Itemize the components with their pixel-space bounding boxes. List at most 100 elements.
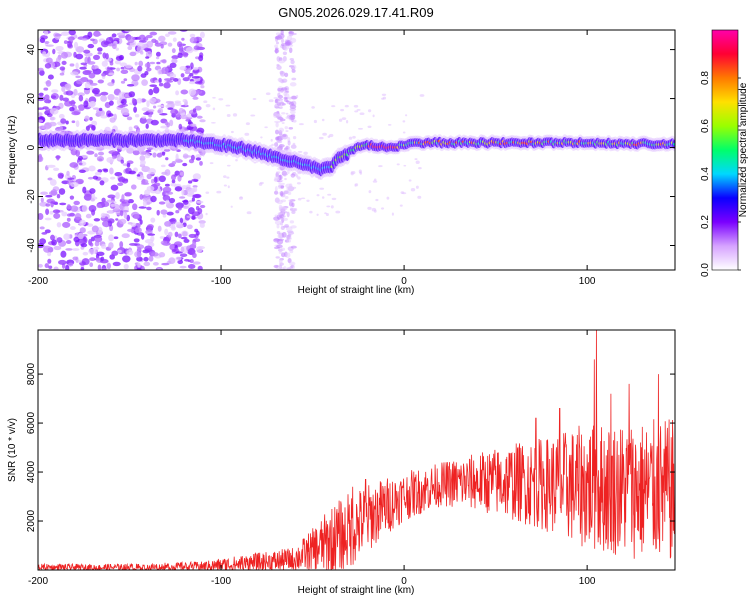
heatmap-faint-blob xyxy=(238,196,244,200)
heatmap-noise-blob xyxy=(146,100,150,108)
heatmap-faint-blob xyxy=(380,207,385,210)
heatmap-noise-blob xyxy=(65,90,74,96)
heatmap-noise-blob xyxy=(168,257,176,264)
heatmap-noise-blob xyxy=(195,246,203,253)
heatmap-noise-blob xyxy=(141,107,150,112)
heatmap-faint-blob xyxy=(373,209,377,213)
heatmap-noise-blob xyxy=(126,249,134,256)
heatmap-faint-blob xyxy=(296,94,299,98)
heatmap-noise-blob xyxy=(90,236,96,242)
heatmap-noise-blob xyxy=(114,172,123,177)
heatmap-faint-blob xyxy=(419,94,425,97)
heatmap-noise-blob xyxy=(80,62,88,66)
heatmap-noise-blob xyxy=(146,40,154,48)
heatmap-faint-blob xyxy=(270,138,273,142)
heatmap-faint-blob xyxy=(202,153,205,157)
heatmap-noise-blob xyxy=(135,127,141,135)
heatmap-noise-blob xyxy=(94,241,100,247)
heatmap-noise-blob xyxy=(146,206,152,211)
heatmap-noise-blob xyxy=(139,117,147,124)
heatmap-noise-blob xyxy=(140,73,147,78)
heatmap-noise-blob xyxy=(287,231,295,235)
heatmap-noise-blob xyxy=(290,95,298,100)
heatmap-noise-blob xyxy=(146,173,152,180)
heatmap-noise-blob xyxy=(288,127,294,130)
heatmap-faint-blob xyxy=(321,118,325,122)
heatmap-noise-blob xyxy=(82,251,89,256)
heatmap-noise-blob xyxy=(187,188,195,196)
heatmap-faint-blob xyxy=(226,164,231,167)
heatmap-noise-blob xyxy=(179,172,185,176)
heatmap-noise-blob xyxy=(159,236,165,239)
heatmap-noise-blob xyxy=(79,162,83,166)
heatmap-noise-blob xyxy=(150,235,155,242)
heatmap-noise-blob xyxy=(41,232,48,235)
heatmap-faint-blob xyxy=(209,162,214,165)
heatmap-noise-blob xyxy=(67,177,75,181)
heatmap-noise-blob xyxy=(117,105,126,108)
heatmap-noise-blob xyxy=(150,178,155,184)
heatmap-noise-blob xyxy=(69,195,75,200)
heatmap-noise-blob xyxy=(280,185,285,189)
heatmap-noise-blob xyxy=(178,233,182,239)
heatmap-noise-blob xyxy=(192,96,199,100)
heatmap-noise-blob xyxy=(146,224,154,230)
heatmap-noise-blob xyxy=(60,118,67,124)
heatmap-noise-blob xyxy=(291,32,297,36)
heatmap-noise-blob xyxy=(38,107,45,111)
heatmap-noise-blob xyxy=(129,51,137,57)
heatmap-noise-blob xyxy=(148,168,156,175)
heatmap-faint-blob xyxy=(282,149,286,153)
heatmap-faint-blob xyxy=(296,182,301,185)
heatmap-noise-blob xyxy=(174,221,182,226)
heatmap-noise-blob xyxy=(291,77,297,81)
heatmap-noise-blob xyxy=(157,267,162,270)
heatmap-noise-blob xyxy=(191,197,196,202)
heatmap-noise-blob xyxy=(119,62,128,67)
heatmap-noise-blob xyxy=(149,84,157,88)
heatmap-noise-blob xyxy=(101,72,107,77)
heatmap-noise-blob xyxy=(289,57,295,61)
heatmap-noise-blob xyxy=(157,104,165,108)
colorbar-label: Normalized spectral amplitude xyxy=(738,82,749,217)
heatmap-noise-blob xyxy=(273,264,279,268)
heatmap-noise-blob xyxy=(188,80,196,85)
heatmap-noise-blob xyxy=(165,104,172,109)
heatmap-noise-blob xyxy=(198,220,206,224)
heatmap-noise-blob xyxy=(187,259,191,263)
heatmap-noise-blob xyxy=(158,252,166,258)
heatmap-noise-blob xyxy=(276,41,279,45)
heatmap-noise-blob xyxy=(279,143,283,147)
heatmap-faint-blob xyxy=(235,158,238,162)
heatmap-faint-blob xyxy=(244,132,250,136)
heatmap-noise-blob xyxy=(189,128,194,135)
heatmap-noise-blob xyxy=(90,38,95,42)
heatmap-noise-blob xyxy=(38,147,47,151)
heatmap-noise-blob xyxy=(49,116,56,121)
heatmap-noise-blob xyxy=(289,82,297,87)
heatmap-noise-blob xyxy=(180,246,185,253)
heatmap-noise-blob xyxy=(115,47,119,51)
heatmap-noise-blob xyxy=(90,198,95,202)
heatmap-noise-blob xyxy=(140,265,145,270)
heatmap-noise-blob xyxy=(196,127,205,134)
heatmap-faint-blob xyxy=(282,210,285,214)
heatmap-noise-blob xyxy=(275,256,280,259)
heatmap-noise-blob xyxy=(52,48,56,55)
heatmap-faint-blob xyxy=(319,187,325,190)
heatmap-noise-blob xyxy=(160,125,168,129)
heatmap-noise-blob xyxy=(283,48,288,51)
heatmap-noise-blob xyxy=(174,109,178,114)
heatmap-noise-blob xyxy=(199,222,205,228)
heatmap-noise-blob xyxy=(174,158,182,163)
snr-ytick-label: 8000 xyxy=(26,363,37,386)
heatmap-noise-blob xyxy=(77,92,85,97)
heatmap-noise-blob xyxy=(84,56,89,64)
snr-x-ticks: -200 -100 0 100 xyxy=(28,330,596,587)
heatmap-faint-blob xyxy=(283,207,288,211)
heatmap-noise-blob xyxy=(193,45,200,51)
heatmap-noise-blob xyxy=(131,97,136,104)
heatmap-noise-blob xyxy=(180,73,185,78)
heatmap-noise-blob xyxy=(77,104,83,109)
heatmap-noise-blob xyxy=(196,200,204,204)
